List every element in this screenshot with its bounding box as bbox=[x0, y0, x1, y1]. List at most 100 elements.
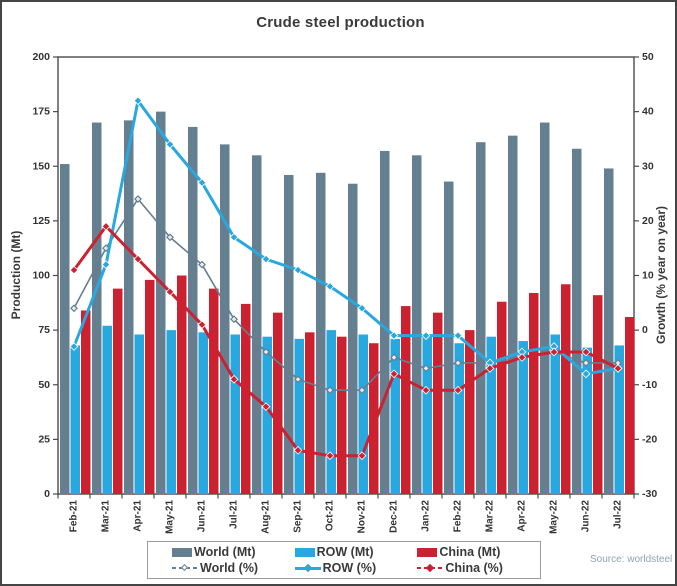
china-line-marker-icon bbox=[417, 563, 444, 573]
x-category-label: Jul-21 bbox=[229, 500, 240, 529]
x-category-label: Aug-21 bbox=[261, 500, 272, 534]
china-bar-swatch-icon bbox=[417, 547, 438, 557]
bar bbox=[358, 334, 368, 494]
row-line-marker-icon bbox=[294, 563, 321, 573]
bar bbox=[262, 336, 272, 494]
legend-label: China (%) bbox=[445, 561, 503, 575]
bar bbox=[614, 345, 624, 494]
marker-diamond-icon bbox=[390, 353, 398, 362]
bar bbox=[401, 306, 411, 494]
marker-diamond-icon bbox=[70, 304, 78, 313]
bar bbox=[273, 312, 283, 494]
marker-diamond-icon bbox=[454, 358, 462, 367]
marker-diamond-icon bbox=[69, 342, 79, 351]
bar bbox=[625, 317, 635, 494]
left-axis-title: Production (Mt) bbox=[9, 230, 23, 320]
x-category-label: May-21 bbox=[165, 500, 176, 534]
bar bbox=[465, 330, 475, 494]
bar-series-ROW (Mt) bbox=[70, 325, 624, 494]
bar bbox=[508, 135, 518, 494]
x-category-label: Oct-21 bbox=[325, 500, 336, 532]
x-category-label: Mar-21 bbox=[101, 500, 112, 533]
bar bbox=[412, 155, 422, 494]
marker-diamond-icon bbox=[358, 386, 366, 395]
x-category-label: Jun-21 bbox=[197, 500, 208, 533]
legend-label: World (Mt) bbox=[194, 545, 256, 559]
legend-item-china-mt: China (Mt) bbox=[417, 545, 540, 559]
right-tick-label: 50 bbox=[642, 51, 654, 63]
x-category-label: Jul-22 bbox=[613, 500, 624, 529]
bar bbox=[380, 150, 390, 494]
bar bbox=[145, 279, 155, 494]
marker-diamond-icon bbox=[197, 178, 207, 188]
marker-diamond-icon bbox=[421, 385, 431, 395]
bar bbox=[284, 174, 294, 495]
x-category-label: Nov-21 bbox=[357, 500, 368, 534]
left-tick-label: 100 bbox=[32, 270, 50, 282]
chart-title: Crude steel production bbox=[256, 14, 425, 31]
left-tick-label: 0 bbox=[44, 488, 50, 500]
bar bbox=[156, 111, 166, 494]
left-tick-label: 150 bbox=[32, 160, 50, 172]
marker-diamond-icon bbox=[229, 374, 239, 384]
world-line-marker-icon bbox=[172, 563, 198, 573]
bar bbox=[134, 334, 144, 494]
marker-diamond-icon bbox=[262, 348, 270, 356]
x-category-label: Dec-21 bbox=[389, 500, 400, 533]
marker-diamond-icon bbox=[581, 369, 591, 379]
bar bbox=[337, 336, 347, 494]
bar bbox=[220, 144, 230, 494]
marker-diamond-icon bbox=[517, 353, 527, 362]
marker-diamond-icon bbox=[134, 195, 142, 203]
bar bbox=[604, 168, 614, 494]
bar bbox=[294, 338, 304, 494]
bar bbox=[230, 334, 240, 494]
chart-canvas: 0 25 50 75 100 125 150 175 200 -30 -20 -10 0 10 20 30 40… bbox=[32, 51, 657, 534]
bar bbox=[369, 343, 379, 494]
x-category-label: Jan-22 bbox=[421, 500, 432, 532]
legend-item-row-pct: ROW (%) bbox=[294, 561, 418, 575]
bar bbox=[518, 341, 528, 494]
marker-diamond-icon bbox=[613, 363, 623, 373]
legend-item-world-mt: World (Mt) bbox=[172, 545, 295, 559]
bar bbox=[81, 310, 91, 494]
bar-series-China (Mt) bbox=[81, 275, 635, 494]
marker-diamond-icon bbox=[133, 254, 143, 264]
bar bbox=[550, 334, 560, 494]
marker-diamond-icon bbox=[165, 287, 175, 297]
marker-diamond-icon bbox=[389, 369, 399, 379]
bar bbox=[582, 347, 592, 494]
bar bbox=[305, 332, 315, 494]
right-tick-label: -20 bbox=[642, 433, 657, 445]
marker-diamond-icon bbox=[101, 260, 111, 269]
bar bbox=[102, 325, 112, 494]
legend-label: ROW (Mt) bbox=[316, 545, 374, 559]
right-tick-label: 40 bbox=[642, 106, 654, 118]
marker-diamond-icon bbox=[581, 347, 591, 357]
marker-diamond-icon bbox=[166, 233, 174, 242]
marker-diamond-icon bbox=[230, 315, 238, 324]
bar bbox=[433, 312, 443, 494]
x-category-label: May-22 bbox=[549, 500, 560, 534]
left-tick-label: 50 bbox=[38, 379, 50, 391]
bar bbox=[241, 303, 251, 494]
x-category-label: Apr-22 bbox=[517, 500, 528, 532]
line-series-ROW (%) bbox=[69, 96, 623, 379]
x-category-label: Sep-21 bbox=[293, 500, 304, 533]
x-category-label: Feb-22 bbox=[453, 500, 464, 533]
right-tick-label: 20 bbox=[642, 215, 654, 227]
bar bbox=[316, 172, 326, 494]
marker-diamond-icon bbox=[294, 375, 302, 384]
marker-diamond-icon bbox=[198, 260, 206, 269]
line-series-China (%) bbox=[69, 221, 623, 461]
left-tick-label: 25 bbox=[38, 433, 50, 445]
bar bbox=[70, 345, 80, 494]
x-category-label: Apr-21 bbox=[133, 500, 144, 532]
marker-diamond-icon bbox=[101, 221, 111, 231]
bar bbox=[177, 275, 187, 494]
line-path bbox=[72, 99, 620, 376]
left-tick-label: 75 bbox=[38, 324, 50, 336]
right-axis-title: Growth (% year on year) bbox=[654, 205, 668, 345]
marker-diamond-icon bbox=[133, 96, 143, 106]
x-category-label: Mar-22 bbox=[485, 500, 496, 533]
